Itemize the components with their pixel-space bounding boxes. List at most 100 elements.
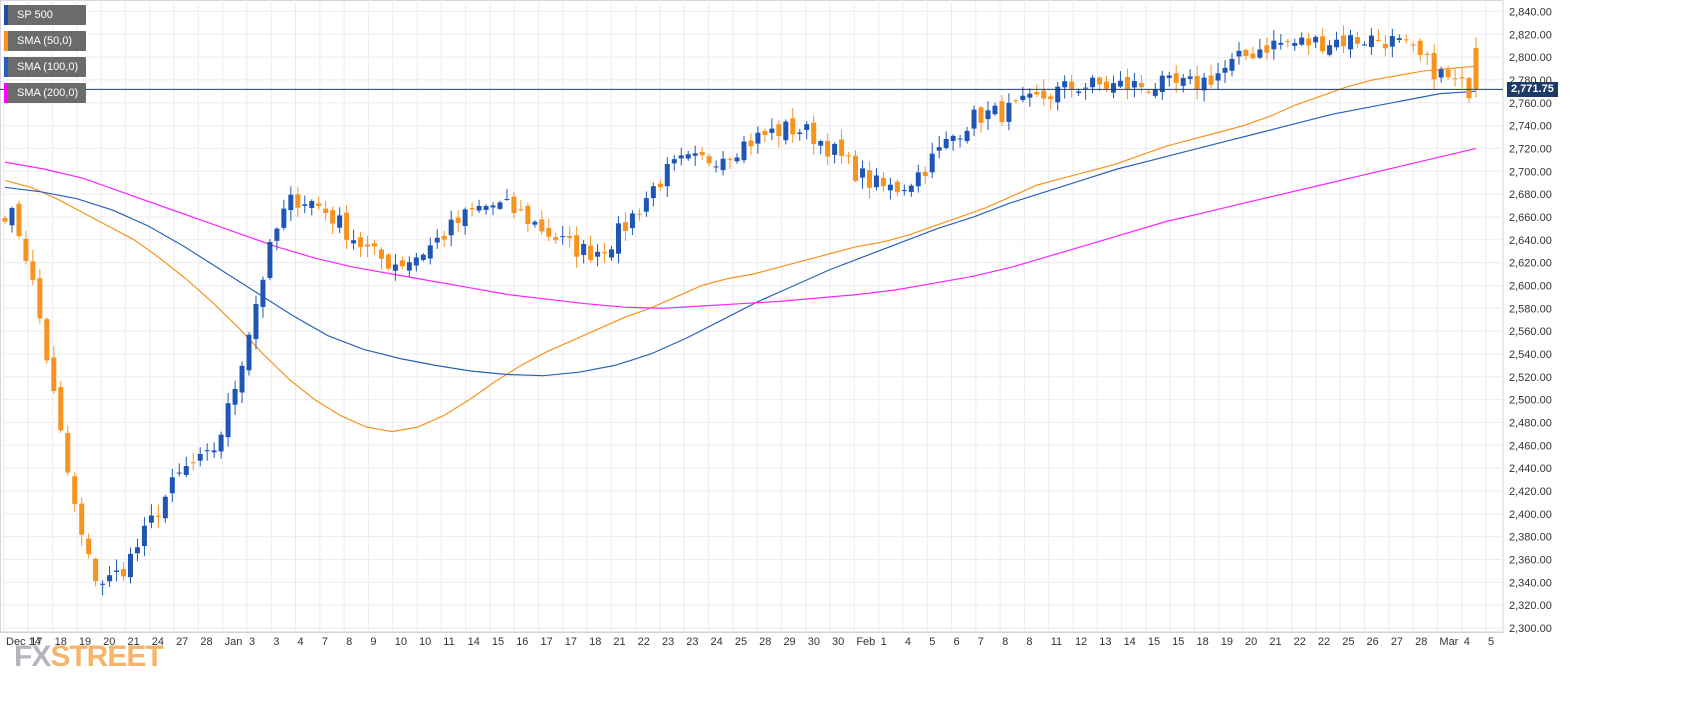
candle xyxy=(155,504,161,529)
candle-body xyxy=(1306,38,1312,46)
candle-body xyxy=(866,170,872,188)
candle xyxy=(1257,38,1263,59)
candle-body xyxy=(692,153,698,156)
candle xyxy=(664,157,670,197)
candle-body xyxy=(204,450,210,452)
candle-body xyxy=(943,138,949,149)
candle-body xyxy=(769,128,775,133)
candle xyxy=(1278,34,1284,50)
candle xyxy=(1013,99,1019,104)
candle-body xyxy=(1250,53,1256,59)
candle xyxy=(169,468,175,503)
candle-body xyxy=(832,143,838,155)
candle xyxy=(1445,65,1451,80)
candle-body xyxy=(281,208,287,228)
y-tick-label: 2,740.00 xyxy=(1509,121,1552,133)
y-tick-label: 2,700.00 xyxy=(1509,166,1552,178)
candle-body xyxy=(413,257,419,266)
candle-body xyxy=(518,209,524,211)
candle-body xyxy=(581,243,587,255)
candle xyxy=(413,252,419,272)
candle xyxy=(337,207,343,234)
candle-body xyxy=(44,319,50,361)
candle-body xyxy=(511,196,517,214)
candle xyxy=(197,447,203,467)
candle xyxy=(378,247,384,270)
candle-body xyxy=(1264,45,1270,53)
candle xyxy=(748,133,754,156)
candle-body xyxy=(1152,89,1158,96)
candle xyxy=(1062,75,1068,99)
candle xyxy=(218,431,224,459)
candle-body xyxy=(567,236,573,239)
candle-body xyxy=(588,245,594,260)
candle xyxy=(239,361,245,404)
candle-body xyxy=(1180,77,1186,86)
grid-layer xyxy=(0,0,1504,633)
candle-body xyxy=(650,186,656,199)
x-tick-label: 15 xyxy=(1148,636,1160,648)
candle-body xyxy=(1243,49,1249,57)
candle xyxy=(204,443,210,461)
candle-body xyxy=(358,237,364,248)
candle-body xyxy=(1410,44,1416,46)
candle xyxy=(462,207,468,235)
x-tick-label: 25 xyxy=(1342,636,1354,648)
candle-body xyxy=(1048,96,1054,100)
legend-item-sma100[interactable]: SMA (100,0) xyxy=(4,57,87,77)
candle-body xyxy=(323,208,329,213)
candle xyxy=(114,559,120,582)
candle-body xyxy=(894,181,900,193)
candle-body xyxy=(727,159,733,161)
candle-body xyxy=(462,209,468,227)
candle xyxy=(65,425,71,476)
candle-body xyxy=(804,124,810,130)
candle xyxy=(699,146,705,160)
candle-body xyxy=(1466,78,1472,99)
candle xyxy=(622,212,628,242)
candle-body xyxy=(371,243,377,247)
y-tick-label: 2,360.00 xyxy=(1509,554,1552,566)
x-tick-label: 4 xyxy=(905,636,911,648)
candle xyxy=(1320,28,1326,54)
candle xyxy=(9,206,15,233)
legend-item-sma200[interactable]: SMA (200,0) xyxy=(4,83,87,103)
candle xyxy=(887,177,893,200)
candle-body xyxy=(1145,91,1151,93)
candle-body xyxy=(1117,80,1123,87)
candle-body xyxy=(985,110,991,120)
x-tick-label: 8 xyxy=(346,636,352,648)
candle-body xyxy=(873,175,879,188)
candle-body xyxy=(560,236,566,238)
x-tick-label: 14 xyxy=(468,636,480,648)
y-tick-label: 2,440.00 xyxy=(1509,463,1552,475)
candle-body xyxy=(602,252,608,254)
candle xyxy=(288,186,294,222)
candle-body xyxy=(922,171,928,176)
candle-body xyxy=(176,472,182,474)
candle-body xyxy=(860,168,866,178)
candle-body xyxy=(86,538,92,555)
candle xyxy=(51,346,57,394)
candle-body xyxy=(260,279,266,307)
candle xyxy=(880,172,886,192)
candle xyxy=(908,183,914,197)
candle xyxy=(371,240,377,255)
candle-body xyxy=(79,503,85,535)
candle xyxy=(1055,81,1061,111)
candle-body xyxy=(1124,77,1130,90)
candle-body xyxy=(776,124,782,137)
candle-body xyxy=(1020,95,1026,101)
candle xyxy=(1354,31,1360,48)
legend-item-sma50[interactable]: SMA (50,0) xyxy=(4,31,87,51)
candle-body xyxy=(392,264,398,271)
y-tick-label: 2,640.00 xyxy=(1509,235,1552,247)
candle-body xyxy=(818,141,824,146)
candle xyxy=(1417,38,1423,62)
y-tick-label: 2,540.00 xyxy=(1509,349,1552,361)
candle xyxy=(1138,74,1144,94)
x-tick-label: Feb xyxy=(856,636,875,648)
candle-body xyxy=(1445,69,1451,78)
candle-body xyxy=(783,121,789,141)
legend-item-sp500[interactable]: SP 500 xyxy=(4,5,87,25)
